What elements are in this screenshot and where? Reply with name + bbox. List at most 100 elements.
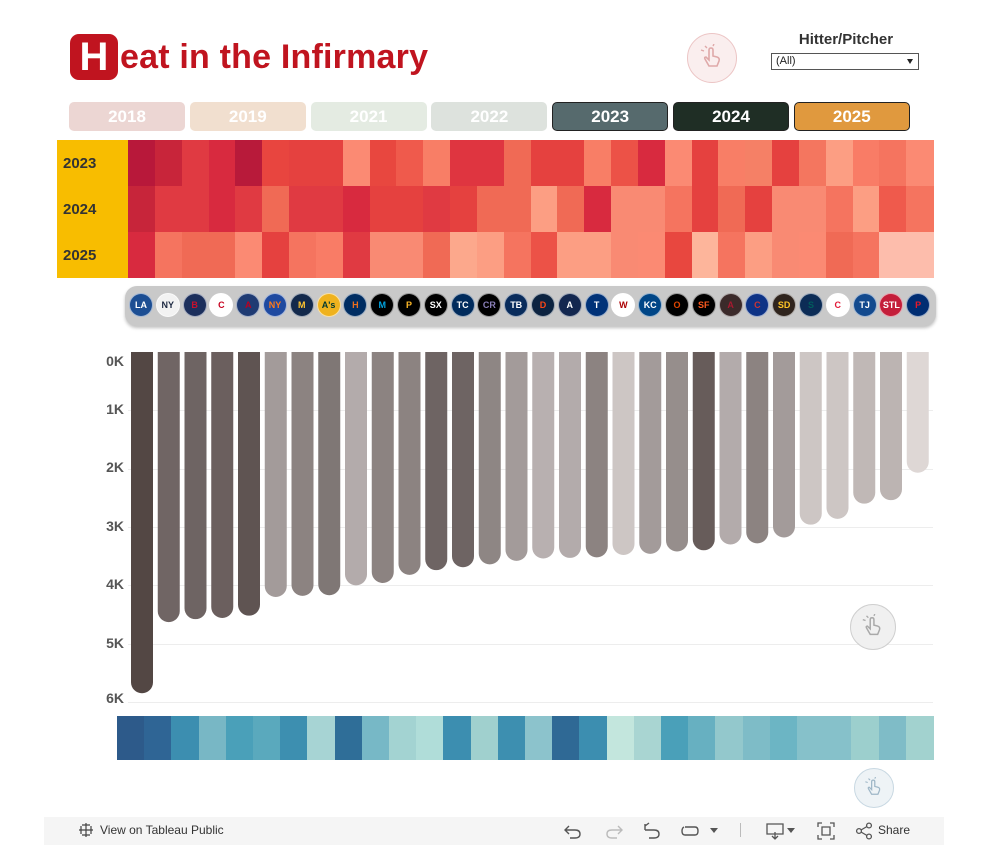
- heatmap-cell[interactable]: [664, 186, 693, 232]
- team-logo-icon[interactable]: NY: [155, 293, 180, 317]
- heatmap-cell[interactable]: [503, 186, 532, 232]
- bar[interactable]: [585, 352, 608, 558]
- bottom-heat-cell[interactable]: [253, 716, 281, 760]
- heatmap-cell[interactable]: [530, 186, 558, 232]
- year-button-2025[interactable]: 2025: [793, 102, 910, 131]
- bar[interactable]: [371, 352, 394, 583]
- team-logo-icon[interactable]: B: [182, 293, 207, 317]
- bottom-heat-cell[interactable]: [389, 716, 417, 760]
- bottom-heat-cell[interactable]: [769, 716, 798, 760]
- team-logo-icon[interactable]: A: [557, 293, 582, 317]
- bar[interactable]: [773, 352, 795, 538]
- heatmap-cell[interactable]: [208, 140, 236, 186]
- year-button-2021[interactable]: 2021: [310, 102, 427, 131]
- bottom-heat-cell[interactable]: [661, 716, 689, 760]
- heatmap-cell[interactable]: [637, 186, 666, 232]
- year-button-2024[interactable]: 2024: [673, 102, 789, 131]
- heatmap-cell[interactable]: [718, 140, 746, 186]
- heatmap-cell[interactable]: [289, 140, 317, 186]
- team-logo-icon[interactable]: O: [665, 293, 689, 317]
- bottom-heat-cell[interactable]: [361, 716, 390, 760]
- heatmap-cell[interactable]: [289, 186, 317, 232]
- heatmap-cell[interactable]: [423, 232, 451, 278]
- heatmap-cell[interactable]: [584, 232, 612, 278]
- heatmap-cell[interactable]: [235, 140, 263, 186]
- heatmap-cell[interactable]: [611, 232, 639, 278]
- year-button-2023[interactable]: 2023: [552, 102, 669, 131]
- bottom-heat-cell[interactable]: [633, 716, 662, 760]
- chevron-down-icon[interactable]: [710, 828, 718, 833]
- heatmap-cell[interactable]: [154, 140, 183, 186]
- heatmap-cell[interactable]: [664, 232, 693, 278]
- heatmap-cell[interactable]: [879, 232, 907, 278]
- heatmap-cell[interactable]: [315, 186, 344, 232]
- heatmap-cell[interactable]: [557, 232, 585, 278]
- heatmap-cell[interactable]: [315, 140, 344, 186]
- heatmap-cell[interactable]: [879, 186, 907, 232]
- heatmap-cell[interactable]: [503, 140, 532, 186]
- heatmap-cell[interactable]: [557, 140, 585, 186]
- heatmap-cell[interactable]: [852, 140, 880, 186]
- team-logo-icon[interactable]: C: [745, 293, 770, 317]
- bottom-heat-cell[interactable]: [470, 716, 499, 760]
- bar[interactable]: [318, 352, 341, 596]
- bottom-heat-cell[interactable]: [443, 716, 472, 760]
- team-logo-icon[interactable]: S: [799, 293, 823, 317]
- heatmap-cell[interactable]: [342, 140, 371, 186]
- bar[interactable]: [398, 352, 421, 575]
- heatmap-cell[interactable]: [396, 186, 424, 232]
- heatmap-cell[interactable]: [181, 186, 210, 232]
- heatmap-cell[interactable]: [557, 186, 585, 232]
- fullscreen-icon[interactable]: [817, 822, 835, 845]
- bottom-heat-cell[interactable]: [117, 716, 145, 760]
- heatmap-cell[interactable]: [530, 232, 558, 278]
- heatmap-cell[interactable]: [128, 140, 156, 186]
- hitter-pitcher-dropdown[interactable]: (All): [771, 53, 919, 70]
- team-logo-icon[interactable]: STL: [879, 293, 904, 317]
- heatmap-cell[interactable]: [718, 186, 746, 232]
- heatmap-cell[interactable]: [745, 140, 773, 186]
- bar[interactable]: [211, 352, 234, 618]
- revert-icon[interactable]: [642, 822, 662, 845]
- heatmap-cell[interactable]: [476, 140, 505, 186]
- heatmap-cell[interactable]: [128, 186, 156, 232]
- heatmap-cell[interactable]: [262, 186, 290, 232]
- bottom-heat-cell[interactable]: [606, 716, 635, 760]
- bar[interactable]: [291, 352, 314, 596]
- heatmap-cell[interactable]: [772, 232, 800, 278]
- heatmap-cell[interactable]: [450, 232, 478, 278]
- bottom-heat-cell[interactable]: [742, 716, 771, 760]
- team-logo-icon[interactable]: KC: [638, 293, 663, 317]
- team-logo-icon[interactable]: TB: [504, 293, 529, 317]
- heatmap-cell[interactable]: [342, 186, 371, 232]
- heatmap-cell[interactable]: [584, 186, 612, 232]
- bottom-heat-cell[interactable]: [225, 716, 254, 760]
- heatmap-cell[interactable]: [772, 186, 800, 232]
- team-logo-icon[interactable]: SX: [423, 293, 448, 317]
- bar[interactable]: [131, 352, 153, 694]
- bar[interactable]: [799, 352, 822, 525]
- heatmap-cell[interactable]: [476, 232, 505, 278]
- heatmap-cell[interactable]: [718, 232, 746, 278]
- bar[interactable]: [238, 352, 260, 616]
- heatmap-cell[interactable]: [584, 140, 612, 186]
- hand-pointer-icon[interactable]: [687, 33, 737, 83]
- bottom-heat-cell[interactable]: [198, 716, 227, 760]
- bar[interactable]: [639, 352, 662, 554]
- heatmap-cell[interactable]: [745, 186, 773, 232]
- bar[interactable]: [559, 352, 581, 558]
- bar[interactable]: [478, 352, 501, 565]
- bar[interactable]: [880, 352, 902, 501]
- team-logo-icon[interactable]: LA: [129, 293, 153, 317]
- redo-icon[interactable]: [604, 822, 624, 845]
- heatmap-cell[interactable]: [262, 140, 290, 186]
- heatmap-cell[interactable]: [262, 232, 290, 278]
- bottom-heat-cell[interactable]: [715, 716, 744, 760]
- heatmap-cell[interactable]: [423, 140, 451, 186]
- bar[interactable]: [452, 352, 474, 568]
- heatmap-cell[interactable]: [691, 140, 719, 186]
- heatmap-cell[interactable]: [369, 232, 397, 278]
- hand-pointer-icon[interactable]: [854, 768, 894, 808]
- heatmap-cell[interactable]: [128, 232, 156, 278]
- heatmap-cell[interactable]: [906, 140, 934, 186]
